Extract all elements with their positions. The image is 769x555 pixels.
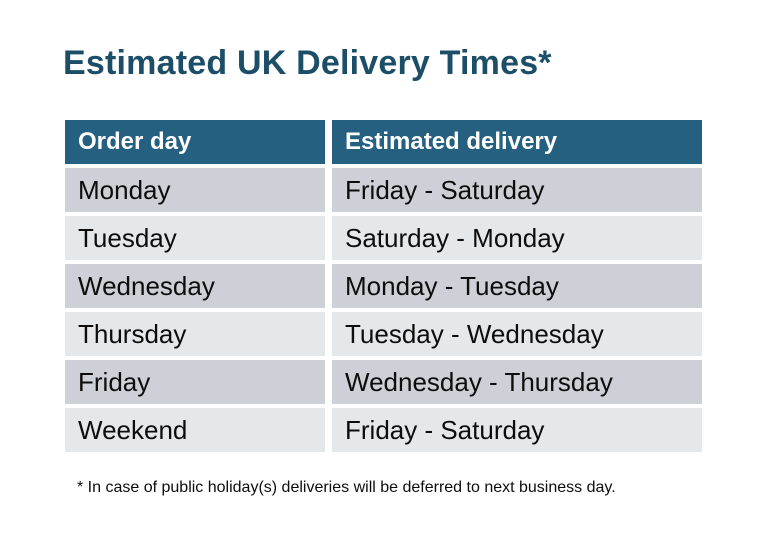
- table-cell-estimated-delivery: Friday - Saturday: [332, 168, 702, 212]
- footnote: * In case of public holiday(s) deliverie…: [77, 479, 616, 496]
- table-cell-estimated-delivery: Tuesday - Wednesday: [332, 312, 702, 356]
- table-cell-estimated-delivery: Wednesday - Thursday: [332, 360, 702, 404]
- table-cell-order-day: Monday: [65, 168, 325, 212]
- table-cell-order-day: Wednesday: [65, 264, 325, 308]
- table-cell-estimated-delivery: Friday - Saturday: [332, 408, 702, 452]
- table-cell-order-day: Weekend: [65, 408, 325, 452]
- table-cell-estimated-delivery: Monday - Tuesday: [332, 264, 702, 308]
- page-title: Estimated UK Delivery Times*: [63, 44, 552, 82]
- column-header-estimated-delivery: Estimated delivery: [332, 120, 702, 164]
- table-cell-order-day: Thursday: [65, 312, 325, 356]
- delivery-times-table: Order day Estimated delivery Monday Frid…: [65, 120, 702, 452]
- table-cell-order-day: Tuesday: [65, 216, 325, 260]
- table-cell-order-day: Friday: [65, 360, 325, 404]
- column-header-order-day: Order day: [65, 120, 325, 164]
- table-cell-estimated-delivery: Saturday - Monday: [332, 216, 702, 260]
